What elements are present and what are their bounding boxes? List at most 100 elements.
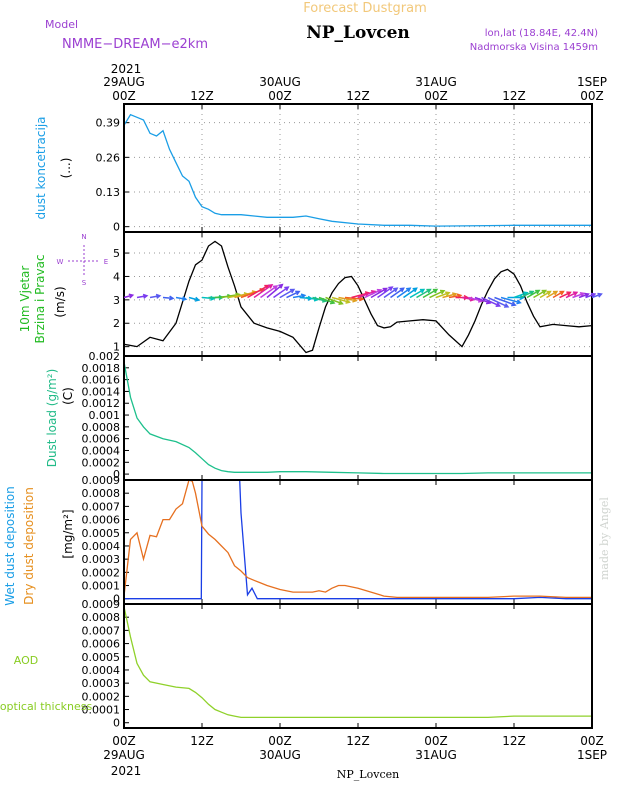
y-tick-label: 0.39 xyxy=(96,117,121,130)
y-tick-label: 0.0004 xyxy=(82,540,121,553)
y-tick-label: 0.0007 xyxy=(82,624,121,637)
y-tick-label: 5 xyxy=(113,247,120,260)
top-hour-label: 12Z xyxy=(190,89,214,103)
y-tick-label: 0.26 xyxy=(96,151,121,164)
top-year-label: 2021 xyxy=(111,62,142,76)
y-tick-label: 0.0012 xyxy=(82,397,121,410)
y-axis-label: Dust load (g/m²) xyxy=(45,369,59,468)
wind-arrow-head xyxy=(382,287,388,293)
wind-arrow-head xyxy=(546,290,552,296)
wind-arrow xyxy=(344,296,363,300)
y-tick-label: 0.0001 xyxy=(82,580,121,593)
y-tick-label: 0.0008 xyxy=(82,611,121,624)
wind-arrow xyxy=(429,290,445,299)
panel-aod: 00.00010.00020.00030.00040.00050.00060.0… xyxy=(0,598,593,730)
panel-concentration: 0 0.13 0.26 0.39 dust koncetracija (...) xyxy=(34,103,593,234)
model-label: Model xyxy=(45,18,78,31)
wind-arrow-head xyxy=(388,286,394,292)
series-line-deposition-dry xyxy=(124,480,592,599)
wind-arrow xyxy=(481,296,500,307)
y-tick-label: 0 xyxy=(113,468,120,481)
wind-arrow xyxy=(188,296,199,301)
wind-arrow-head xyxy=(272,285,279,290)
lonlat-label: lon,lat (18.84E, 42.4N) xyxy=(485,28,598,39)
wind-arrow xyxy=(136,295,147,299)
top-date-label: 29AUG xyxy=(103,75,145,89)
wind-arrow-head xyxy=(289,288,296,294)
y-axis-unit: (m/s) xyxy=(53,286,67,317)
panels: 0 0.13 0.26 0.39 dust koncetracija (...) 1 2 3 4 5… xyxy=(0,103,603,730)
y-tick-label: 0 xyxy=(113,221,120,234)
wind-arrow xyxy=(312,296,327,302)
top-date-label: 30AUG xyxy=(259,75,301,89)
series-line-aod xyxy=(124,606,592,719)
y-tick-label: 0.13 xyxy=(96,186,121,199)
wind-arrow xyxy=(292,294,305,299)
bottom-date-label: 30AUG xyxy=(259,748,301,762)
y-tick-label: 0.0018 xyxy=(82,362,121,375)
wind-arrow xyxy=(533,289,546,299)
wind-arrow-head xyxy=(406,287,412,293)
wind-arrow xyxy=(552,290,564,299)
panel-frame xyxy=(123,355,593,481)
wind-arrow xyxy=(370,287,387,299)
wind-arrow xyxy=(403,287,418,299)
wind-arrow-head xyxy=(155,293,162,299)
wind-arrow xyxy=(221,293,240,299)
y-tick-label: 0.0008 xyxy=(82,421,121,434)
wind-arrow xyxy=(383,287,398,299)
wind-arrow-head xyxy=(445,291,451,297)
altitude-label: Nadmorska Visina 1459m xyxy=(470,42,598,53)
wind-arrow xyxy=(286,290,300,299)
bottom-hour-label: 00Z xyxy=(268,734,292,748)
forecast-title: Forecast Dustgram xyxy=(303,1,427,16)
y-tick-label: 0.0004 xyxy=(82,444,121,457)
bottom-date-label: 1SEP xyxy=(577,748,607,762)
y-tick-label: 0.0016 xyxy=(82,374,121,387)
y-tick-label: 0.0002 xyxy=(82,690,121,703)
series-line-dustload xyxy=(124,361,592,475)
bottom-year-label: 2021 xyxy=(111,764,142,778)
wind-arrow-head xyxy=(559,290,565,296)
bottom-date-label: 31AUG xyxy=(415,748,457,762)
wind-arrow xyxy=(396,287,411,299)
wind-arrow xyxy=(565,291,578,299)
panel-wind: 1 2 3 4 5 10m Vjetar Brzina i Pravac (m/s) N S W E xyxy=(18,231,603,357)
wind-arrow-head xyxy=(572,291,579,297)
top-hour-label: 00Z xyxy=(112,89,136,103)
wind-arrow-head xyxy=(451,292,458,298)
y-tick-label: 0.0004 xyxy=(82,664,121,677)
station-title: NP_Lovcen xyxy=(306,23,410,43)
wind-arrow-head xyxy=(399,287,405,293)
y-tick-label: 0.0006 xyxy=(82,638,121,651)
top-date-label: 31AUG xyxy=(415,75,457,89)
y-tick-label: 4 xyxy=(113,270,120,283)
top-date-label: 1SEP xyxy=(577,75,607,89)
top-hour-label: 00Z xyxy=(268,89,292,103)
compass-n: N xyxy=(81,233,86,241)
y-axis-unit: [mg/m²] xyxy=(61,509,75,558)
bottom-hour-label: 00Z xyxy=(580,734,604,748)
watermark: made by Angel xyxy=(598,497,611,580)
y-tick-label: 0 xyxy=(113,717,120,730)
wind-arrow xyxy=(559,291,571,299)
y-axis-label-2: Brzina i Pravac xyxy=(33,254,47,343)
y-tick-label: 0.0009 xyxy=(82,598,121,611)
wind-arrow-head xyxy=(419,288,426,294)
wind-arrow xyxy=(377,286,393,299)
wind-arrow-head xyxy=(579,292,586,297)
wind-arrow-head xyxy=(597,292,603,298)
bottom-hour-label: 00Z xyxy=(112,734,136,748)
y-tick-label: 0.0009 xyxy=(82,474,121,487)
wind-arrow xyxy=(175,296,186,300)
y-tick-label: 0.0002 xyxy=(82,566,121,579)
wind-arrow xyxy=(201,296,215,300)
wind-arrow-head xyxy=(519,294,526,301)
y-axis-label: dust koncetracija xyxy=(34,116,48,219)
wind-arrow xyxy=(273,286,289,299)
wind-arrow xyxy=(578,293,589,299)
y-tick-label: 0.0005 xyxy=(82,651,121,664)
wind-arrow-head xyxy=(566,291,572,297)
wind-arrow-head xyxy=(535,289,541,295)
